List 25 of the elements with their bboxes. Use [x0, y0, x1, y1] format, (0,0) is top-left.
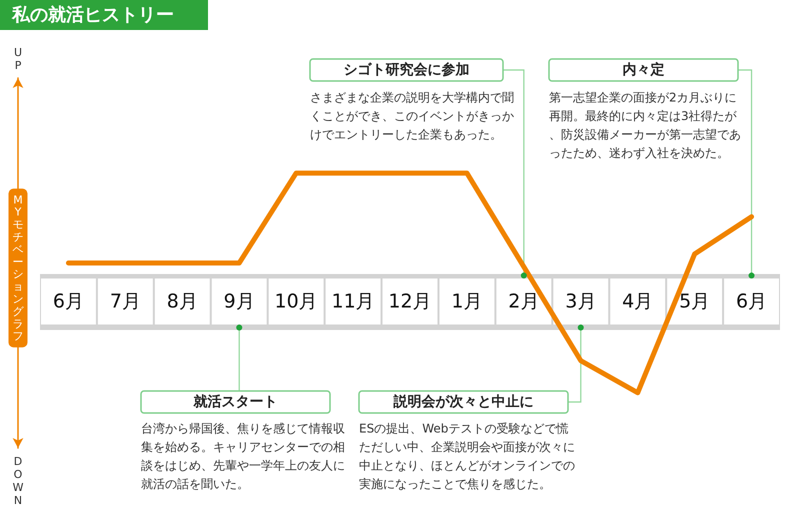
x-tick-label: 5月	[679, 290, 710, 313]
x-tick-label: 6月	[736, 290, 768, 313]
x-tick-label: 3月	[565, 290, 596, 313]
x-tick-label: 1月	[451, 290, 482, 313]
text: ESの提出、Webテストの受験などで慌ただしい中、企業説明会や面接が次々に中止となり、ほとんどがオンラインでの実施になったことで焦りを感じた。	[359, 421, 575, 491]
text: さまざまな企業の説明を大学構内で聞くことができ、このイベントがきっかけでエントリーした企業もあった。	[310, 90, 514, 142]
text: 就活スタート	[192, 394, 278, 410]
x-tick-label: 7月	[110, 290, 141, 313]
x-tick-label: 6月	[52, 290, 84, 313]
x-tick-label: 4月	[622, 290, 654, 313]
chart-title: 私の就活ヒストリー	[11, 4, 174, 26]
x-tick-label: 11月	[331, 290, 375, 313]
text: 第一志望企業の面接が2カ月ぶりに再開。最終的に内々定は3社得たが、防災設備メーカーが第一志望であったため、迷わず入社を決めた。	[549, 90, 741, 160]
text: 説明会が次々と中止に	[392, 393, 534, 410]
text: 内々定	[622, 61, 664, 78]
x-tick-label: 12月	[388, 290, 432, 313]
x-tick-label: 10月	[274, 290, 318, 313]
x-tick-label: 2月	[508, 290, 540, 313]
x-tick-label: 9月	[224, 290, 255, 313]
text: シゴト研究会に参加	[344, 61, 470, 78]
x-tick-label: 8月	[166, 290, 198, 313]
text: 台湾から帰国後、焦りを感じて情報収集を始める。キャリアセンターでの相談をはじめ、先輩や一学年上の友人に就活の話を聞いた。	[141, 421, 345, 491]
text: UP	[14, 46, 22, 72]
text: DOWN	[12, 455, 24, 507]
text: MYモチベーショングラフ	[12, 193, 24, 343]
